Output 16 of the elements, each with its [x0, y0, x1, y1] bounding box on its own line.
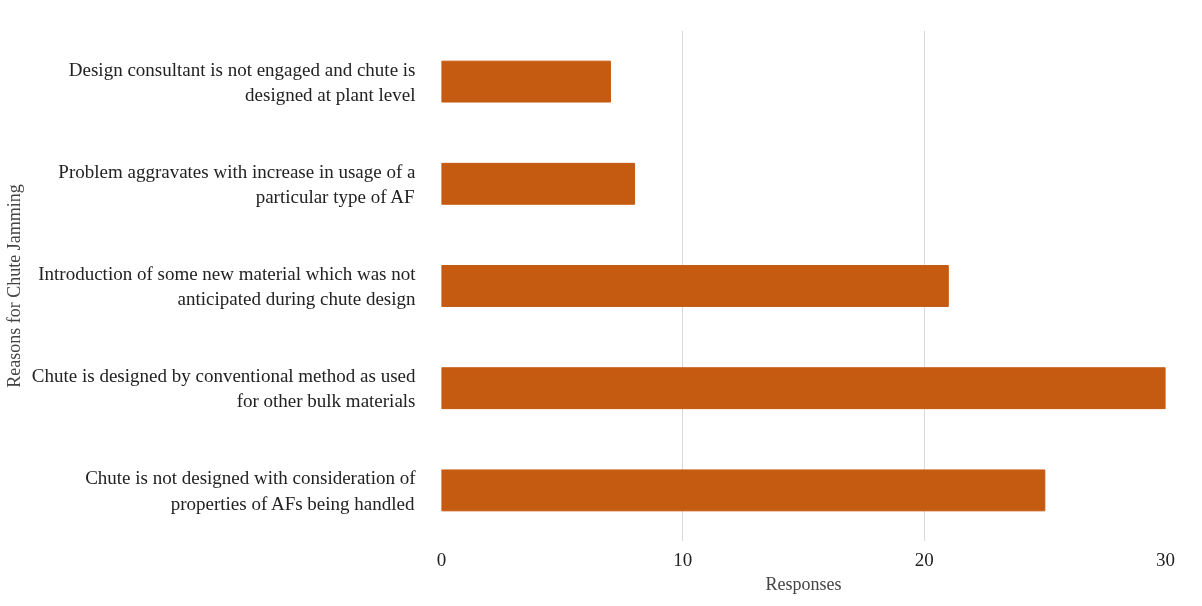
- x-tick-label: 0: [436, 548, 447, 570]
- y-tick-label: Chute is designed by conventional method as used for other bulk materials: [31, 365, 416, 412]
- bar: [441, 265, 949, 307]
- y-tick-label: Introduction of some new material which was not anticipated during chute design: [38, 262, 417, 310]
- x-tick-label: 30: [1156, 548, 1175, 570]
- bar: [441, 367, 1166, 410]
- x-axis-title: Responses: [765, 573, 842, 594]
- bar: [441, 60, 611, 103]
- x-tick-label: 20: [914, 548, 934, 570]
- bar: [441, 469, 1046, 512]
- y-tick-label: Chute is not designed with consideration of properties of AFs being handled: [85, 467, 417, 514]
- y-axis-title: Reasons for Chute Jamming: [3, 184, 24, 388]
- y-tick-label: Design consultant is not engaged and chute is designed at plant level: [68, 58, 416, 105]
- bar: [441, 162, 636, 205]
- x-tick-label: 10: [673, 548, 693, 570]
- y-tick-label: Problem aggravates with increase in usage of a particular type of AF: [58, 160, 417, 207]
